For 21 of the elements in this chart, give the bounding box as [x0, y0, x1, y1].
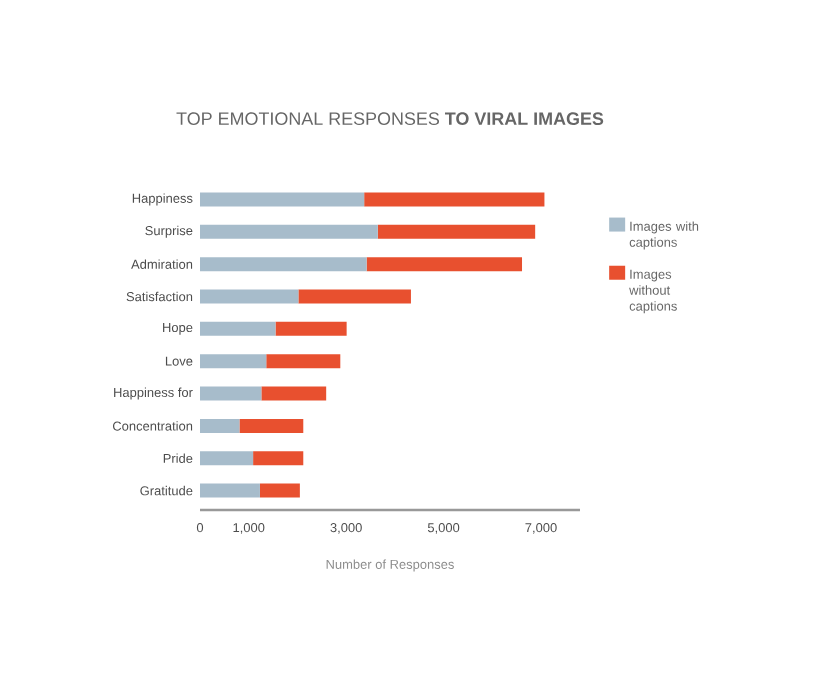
bar [364, 192, 545, 207]
bar [366, 257, 523, 272]
bar [200, 483, 260, 498]
chart-title: TOP EMOTIONAL RESPONSES TO VIRAL IMAGES [176, 112, 604, 126]
bar [266, 354, 341, 369]
bar [200, 192, 365, 207]
bar [261, 386, 327, 401]
bar [200, 418, 240, 433]
bar [259, 483, 300, 498]
bar [298, 289, 411, 304]
bar [253, 451, 304, 466]
bar [275, 321, 347, 336]
bar [200, 224, 378, 239]
bar [377, 224, 536, 239]
bar [200, 289, 299, 304]
bar [200, 386, 262, 401]
bar [200, 257, 367, 272]
bar [200, 321, 276, 336]
bar [200, 354, 267, 369]
bar [200, 451, 254, 466]
bar [239, 418, 304, 433]
